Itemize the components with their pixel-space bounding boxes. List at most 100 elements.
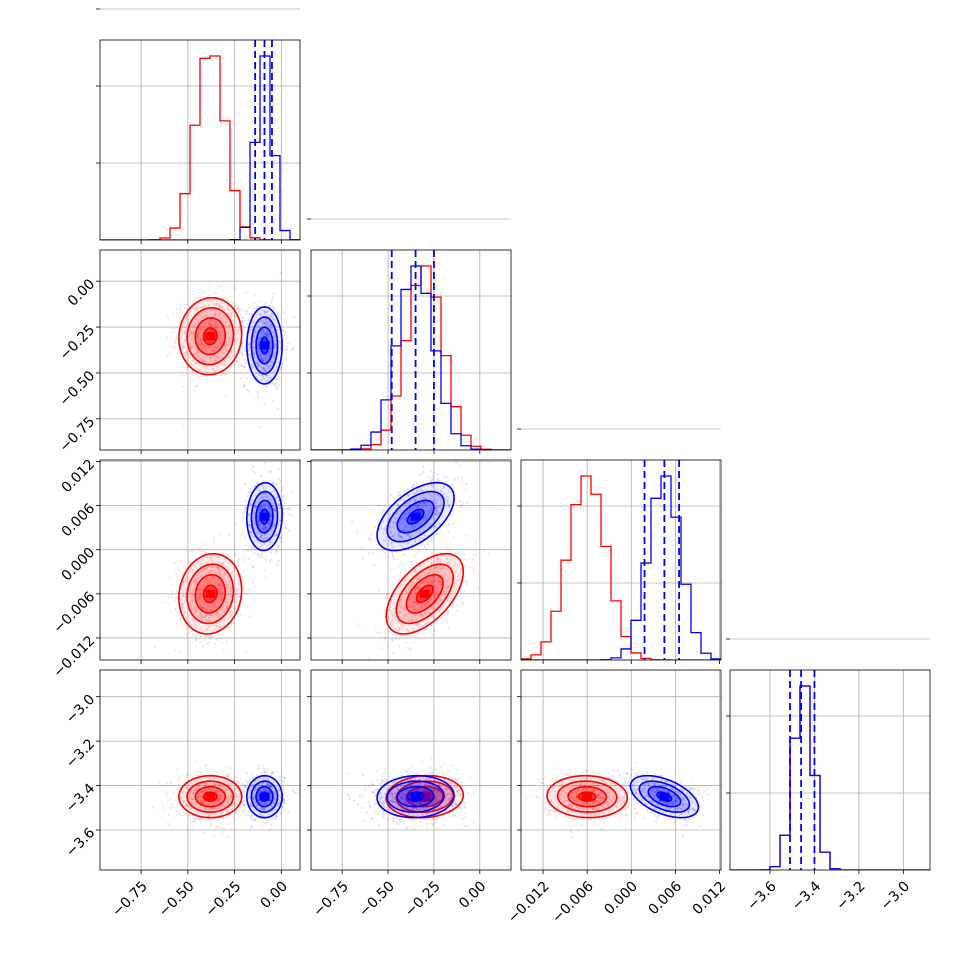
sample-point (220, 562, 223, 565)
sample-point (240, 320, 243, 323)
sample-point (438, 784, 441, 787)
sample-point (464, 581, 468, 584)
sample-point (416, 552, 419, 555)
sample-point (252, 808, 255, 811)
sample-point (394, 792, 397, 796)
sample-point (214, 604, 217, 607)
sample-point (253, 512, 256, 515)
sample-point (204, 567, 207, 570)
sample-point (436, 510, 439, 513)
sample-point (429, 511, 432, 514)
sample-point (268, 354, 271, 357)
sample-point (445, 619, 448, 622)
sample-point (220, 785, 223, 788)
sample-point (237, 809, 240, 813)
sample-point (413, 525, 417, 528)
sample-point (455, 588, 458, 592)
sample-point (263, 487, 266, 490)
sample-point (259, 536, 262, 539)
sample-point (401, 811, 404, 814)
sample-point (232, 815, 235, 818)
sample-point (373, 802, 376, 806)
sample-point (217, 798, 220, 801)
sample-point (445, 802, 448, 805)
sample-point (267, 521, 270, 524)
sample-point (220, 596, 223, 599)
sample-point (258, 300, 261, 303)
sample-point (427, 525, 430, 529)
sample-point (215, 566, 218, 569)
sample-point (213, 292, 216, 295)
sample-point (251, 777, 254, 780)
sample-point (434, 566, 437, 569)
sample-point (281, 775, 284, 778)
sample-point (190, 801, 193, 805)
sample-point (221, 330, 224, 333)
sample-point (196, 593, 199, 596)
sample-point (192, 331, 195, 334)
sample-point (436, 558, 439, 562)
sample-point (467, 558, 470, 561)
sample-point (431, 805, 434, 808)
sample-point (216, 789, 219, 792)
sample-point (445, 787, 448, 790)
sample-point (275, 563, 279, 566)
sample-point (408, 509, 412, 512)
sample-point (454, 778, 458, 781)
sample-point (205, 583, 208, 586)
sample-point (222, 561, 225, 564)
sample-point (388, 608, 391, 611)
sample-point (192, 792, 195, 795)
sample-point (270, 323, 273, 326)
sample-point (262, 504, 265, 507)
sample-point (239, 364, 242, 367)
sample-point (168, 823, 171, 827)
sample-point (360, 661, 362, 663)
sample-point (266, 783, 269, 786)
sample-point (214, 604, 217, 607)
sample-point (445, 795, 448, 798)
sample-point (277, 559, 280, 563)
sample-point (241, 351, 244, 354)
sample-point (237, 348, 241, 351)
sample-point (281, 486, 284, 490)
sample-point (196, 306, 199, 310)
sample-point (411, 620, 414, 623)
sample-point (424, 497, 427, 500)
sample-point (211, 565, 214, 568)
sample-point (257, 509, 260, 512)
sample-point (219, 625, 222, 628)
sample-point (256, 796, 260, 799)
sample-point (262, 506, 265, 509)
sample-point (277, 790, 280, 793)
sample-point (419, 802, 423, 805)
sample-point (218, 333, 221, 336)
sample-point (460, 781, 463, 784)
sample-point (248, 345, 251, 348)
sample-point (394, 522, 397, 525)
sample-point (227, 356, 230, 359)
sample-point (275, 483, 279, 486)
sample-point (368, 538, 371, 541)
sample-point (249, 790, 252, 794)
sample-point (409, 535, 412, 539)
sample-point (167, 813, 170, 817)
sample-point (448, 793, 451, 796)
sample-point (463, 825, 467, 828)
sample-point (222, 363, 225, 367)
sample-point (435, 569, 438, 572)
sample-point (225, 601, 228, 604)
sample-point (217, 616, 220, 619)
sample-point (191, 548, 194, 552)
sample-point (404, 512, 407, 516)
sample-point (210, 569, 213, 573)
sample-point (396, 806, 399, 809)
sample-point (181, 603, 184, 606)
sample-point (269, 785, 272, 789)
sample-point (262, 334, 265, 337)
sample-point (424, 799, 427, 802)
sample-point (464, 806, 467, 809)
density-peak-blue (259, 792, 270, 801)
sample-point (278, 478, 281, 481)
sample-point (401, 528, 404, 532)
